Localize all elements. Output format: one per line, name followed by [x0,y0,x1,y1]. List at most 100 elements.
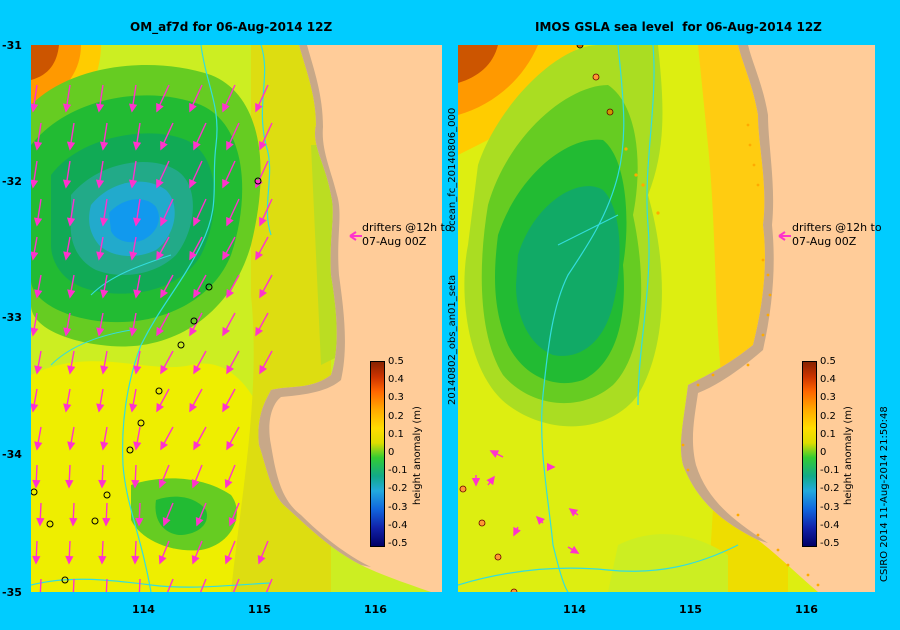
colorbar-tick: 0.5 [820,356,836,367]
drifter-arrow [222,102,230,113]
drifter-arrow [128,179,138,189]
drifter-arrow [31,403,39,413]
drifter-arrow [569,545,580,554]
drifter-arrow [158,478,167,489]
colorbar-tick: 0.4 [820,374,836,386]
right-colorbar [802,361,817,547]
colorbar-tick: 0.2 [820,410,836,422]
drifter-arrow [96,251,105,261]
colorbar-tick: 0.1 [820,428,836,440]
drifter-arrow [193,140,201,151]
y-tick: -35 [2,586,22,599]
drifter-arrow [100,289,109,299]
drifter-arrow [158,554,167,565]
drifter-markers-right [459,45,614,592]
drifter-arrow [129,327,138,337]
footer-credit: CSIRO 2014 11-Aug-2014 21:50:48 [879,406,890,582]
drifter-arrow [99,217,109,227]
drifter-arrow-shaft [265,578,273,592]
drifter-arrow [131,555,140,565]
drifter-arrow [63,251,72,261]
model-run-label: ocean_fc_20140806_000 [447,107,458,232]
left-map [31,45,442,592]
y-tick: -31 [2,39,22,52]
drifter-arrow [66,217,76,227]
drifter-arrows-right [471,450,580,554]
drifter-arrow [255,102,263,113]
drifter-arrow-shaft [72,578,75,592]
drifter-arrow [471,477,481,487]
colorbar-tick: -0.5 [820,538,840,549]
drifter-arrow [160,216,168,227]
colorbar-tick: 0.4 [388,374,404,386]
drifter-arrow [65,555,74,565]
colorbar-tick: -0.2 [388,483,408,495]
analysis-label: 20140802_obs_an01_seta [447,274,458,405]
drifter-arrow-shaft [199,578,207,592]
drifter-arrow [100,441,109,451]
drifter-arrow [160,440,169,451]
drifter-arrow [160,288,169,299]
drifter-arrow [31,179,39,189]
drifter-arrow [63,327,72,337]
drifter-arrow [95,179,105,189]
x-tick: 114 [132,603,155,616]
y-tick: -32 [2,175,22,188]
left-colorbar-label: height anomaly (m) [412,406,423,505]
drifter-arrow [193,288,202,299]
drifter-arrow [259,288,268,299]
colorbar-tick: -0.3 [388,501,408,513]
colorbar-tick: -0.1 [388,465,408,477]
drifter-arrow [160,364,169,375]
drifter-arrow [193,216,201,227]
drifter-arrow [228,516,237,527]
drifter-arrow-shaft [232,578,240,592]
drifter-arrow [129,251,138,261]
drifter-arrow [222,178,230,189]
drifter-arrow [133,441,142,451]
colorbar-tick: -0.4 [388,519,408,531]
drifter-arrow [33,141,43,151]
colorbar-tick: 0 [388,447,395,458]
drifter-arrow [191,478,200,489]
drifter-arrow [255,326,264,337]
drifter-arrow [226,440,235,451]
drifter-arrow [34,441,43,451]
colorbar-tick: 0.3 [388,392,404,404]
drifter-arrow [133,365,142,375]
drifter-arrow [98,555,107,565]
arrow-legend-icon [349,231,362,241]
colorbar-tick: -0.2 [820,483,840,495]
drifter-arrow [65,479,74,489]
y-tick: -34 [2,448,22,461]
drifter-arrow [31,327,39,337]
drifter-arrow [129,403,138,413]
drifter-arrows [31,84,273,592]
drifter-arrow [191,554,200,565]
colorbar-tick: 0.3 [820,392,836,404]
colorbar-tick: 0.2 [388,410,404,422]
drifter-arrow [224,554,233,565]
drifter-arrow-shaft [105,578,108,592]
x-tick: 114 [563,603,586,616]
drifter-arrow [156,250,165,261]
drifter-arrow [132,217,142,227]
drifter-arrow [189,250,198,261]
drifter-arrow [95,103,105,113]
drifter-arrow-shaft [166,578,174,592]
drifter-arrow-shaft [39,578,42,592]
drifter-arrow [226,140,234,151]
drifter-arrow [546,462,556,472]
drifter-arrow [156,178,164,189]
drifter-arrow [259,140,267,151]
drifter-arrow [568,508,579,517]
drifter-arrow [226,288,235,299]
colorbar-tick: 0.5 [388,356,404,367]
drifter-arrow [222,402,231,413]
drifter-arrow [486,475,495,486]
drifter-arrow [255,250,264,261]
drifter-arrow [132,141,142,151]
left-colorbar [370,361,385,547]
drifter-arrow [99,141,109,151]
left-drifter-note: drifters @12h to 07-Aug 00Z [362,221,452,248]
